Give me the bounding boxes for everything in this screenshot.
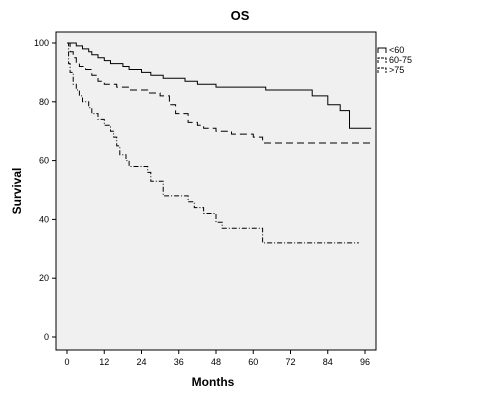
x-tick-label: 48 <box>211 357 221 367</box>
x-axis-label: Months <box>192 375 235 389</box>
y-tick-label: 80 <box>39 97 49 107</box>
x-tick-label: 36 <box>174 357 184 367</box>
x-tick-label: 0 <box>64 357 69 367</box>
x-tick-label: 72 <box>285 357 295 367</box>
legend-label-3: >75 <box>389 65 404 75</box>
series-line-3 <box>67 42 359 244</box>
y-tick-label: 40 <box>39 214 49 224</box>
x-tick-label: 84 <box>323 357 333 367</box>
x-axis-ticks: 0 12 24 36 48 60 72 84 96 <box>64 350 370 367</box>
x-tick-label: 12 <box>99 357 109 367</box>
legend-swatch-2 <box>377 57 387 63</box>
series-line-1 <box>67 42 372 129</box>
plot-area <box>55 31 377 351</box>
y-axis-label: Survival <box>10 168 24 215</box>
chart-title: OS <box>231 8 250 23</box>
survival-curves <box>67 42 372 244</box>
legend-label-2: 60-75 <box>389 55 412 65</box>
x-tick-label: 24 <box>136 357 146 367</box>
y-tick-label: 20 <box>39 273 49 283</box>
y-tick-label: 0 <box>44 332 49 342</box>
legend-swatch-1 <box>377 47 387 53</box>
x-tick-label: 60 <box>248 357 258 367</box>
legend-swatch-3 <box>377 67 387 73</box>
y-tick-label: 60 <box>39 156 49 166</box>
x-tick-label: 96 <box>360 357 370 367</box>
y-axis-ticks: 0 20 40 60 80 100 <box>34 38 56 342</box>
y-tick-label: 100 <box>34 38 49 48</box>
series-line-2 <box>67 42 372 144</box>
legend-label-1: <60 <box>389 45 404 55</box>
